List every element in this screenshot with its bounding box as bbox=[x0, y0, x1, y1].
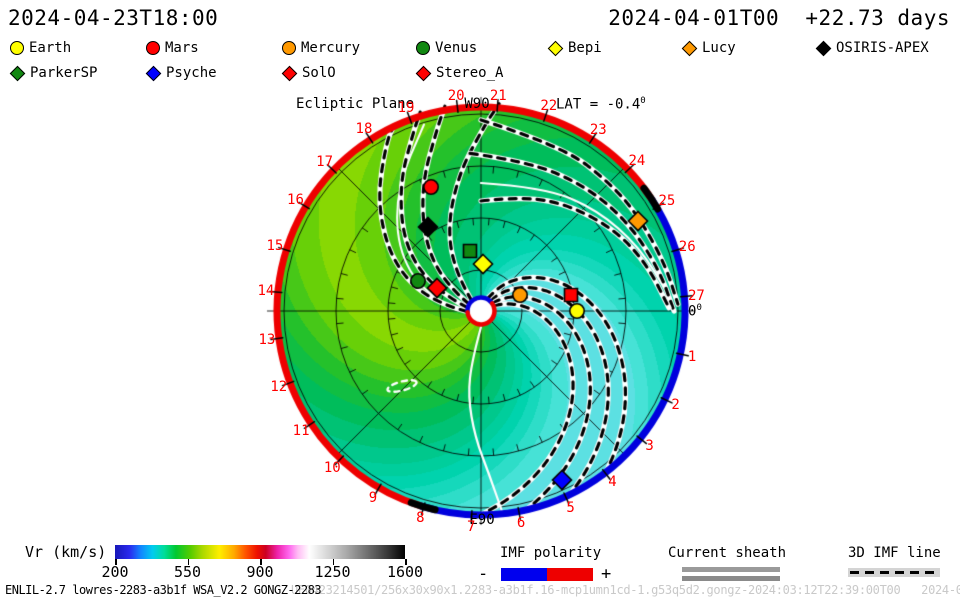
dial-number-13: 13 bbox=[258, 331, 276, 348]
colorbar-tick bbox=[187, 559, 189, 565]
dial-number-11: 11 bbox=[292, 422, 310, 439]
dial-number-6: 6 bbox=[516, 515, 526, 532]
venus-icon bbox=[416, 41, 430, 55]
vr-colorbar bbox=[115, 545, 405, 559]
legend-label-stereo-a: Stereo_A bbox=[436, 65, 504, 81]
dial-number-10: 10 bbox=[323, 459, 341, 476]
dial-number-16: 16 bbox=[287, 192, 304, 209]
dial-number-27: 27 bbox=[688, 287, 705, 304]
legend-label-solo: SolO bbox=[302, 65, 336, 81]
legend-label-earth: Earth bbox=[29, 40, 72, 56]
psyche-icon bbox=[145, 65, 162, 81]
legend-item-solo: SolO bbox=[281, 65, 336, 81]
dial-number-26: 26 bbox=[678, 238, 696, 255]
imf-positive-swatch bbox=[547, 568, 593, 581]
bepi-icon bbox=[547, 40, 564, 56]
colorbar-label: Vr (km/s) bbox=[25, 543, 107, 561]
dial-number-1: 1 bbox=[687, 348, 697, 365]
dial-number-5: 5 bbox=[566, 499, 575, 516]
dial-number-23: 23 bbox=[589, 121, 607, 138]
legend-item-venus: Venus bbox=[416, 40, 477, 56]
dial-number-4: 4 bbox=[608, 474, 617, 491]
legend-label-psyche: Psyche bbox=[166, 65, 217, 81]
mars-icon bbox=[146, 41, 160, 55]
run-start-elapsed: 2024-04-01T00 +22.73 days bbox=[608, 6, 950, 30]
snapshot-datetime: 2024-04-23T18:00 bbox=[8, 6, 219, 30]
dial-number-7: 7 bbox=[466, 518, 476, 535]
legend-item-psyche: Psyche bbox=[145, 65, 217, 81]
imf-polarity-title: IMF polarity bbox=[500, 545, 602, 561]
legend-item-parkersp: ParkerSP bbox=[9, 65, 98, 81]
osiris-apex-icon bbox=[815, 40, 832, 56]
colorbar-tick-label: 1600 bbox=[386, 563, 424, 581]
legend-item-lucy: Lucy bbox=[681, 40, 736, 56]
legend-label-parkersp: ParkerSP bbox=[30, 65, 98, 81]
mercury-icon bbox=[282, 41, 296, 55]
colorbar-tick-label: 550 bbox=[173, 563, 202, 581]
legend-item-bepi: Bepi bbox=[547, 40, 602, 56]
zero-longitude-label: 00 bbox=[688, 303, 702, 320]
legend-item-mars: Mars bbox=[146, 40, 199, 56]
imf3d-halo-swatch bbox=[848, 568, 940, 577]
colorbar-tick-label: 1250 bbox=[314, 563, 351, 581]
legend-label-venus: Venus bbox=[435, 40, 478, 56]
colorbar-tick bbox=[405, 559, 407, 565]
dial-number-3: 3 bbox=[645, 438, 654, 455]
lucy-icon bbox=[681, 40, 698, 56]
legend-label-mars: Mars bbox=[165, 40, 199, 56]
current-sheath-title: Current sheath bbox=[668, 545, 787, 561]
dial-number-12: 12 bbox=[270, 378, 288, 395]
latitude-label: LAT = -0.40 bbox=[556, 96, 646, 113]
colorbar-tick-label: 900 bbox=[246, 563, 274, 581]
current-sheath-line-2 bbox=[682, 576, 780, 581]
colorbar-tick bbox=[115, 559, 117, 565]
imf-negative-swatch bbox=[501, 568, 547, 581]
west-limb-label: W90 bbox=[464, 96, 490, 112]
legend-item-stereo-a: Stereo_A bbox=[415, 65, 504, 81]
legend-label-mercury: Mercury bbox=[301, 40, 361, 56]
imf-minus-sign: - bbox=[478, 564, 489, 584]
imf-plus-sign: + bbox=[601, 564, 612, 584]
dial-number-17: 17 bbox=[316, 154, 334, 171]
imf3d-title: 3D IMF line bbox=[848, 545, 941, 561]
dial-number-24: 24 bbox=[628, 153, 646, 170]
dial-number-14: 14 bbox=[257, 283, 275, 300]
dial-number-21: 21 bbox=[489, 87, 507, 104]
dial-number-8: 8 bbox=[416, 510, 425, 527]
run-id-text: UE0423214501/256x30x90x1.2283-a3b1f.16-m… bbox=[291, 583, 960, 597]
stereo-a-icon bbox=[415, 65, 432, 81]
dial-number-2: 2 bbox=[671, 396, 680, 413]
dial-number-22: 22 bbox=[540, 97, 558, 114]
parkersp-icon bbox=[9, 65, 26, 81]
legend-label-lucy: Lucy bbox=[702, 40, 736, 56]
colorbar-tick bbox=[332, 559, 334, 565]
dial-number-9: 9 bbox=[368, 490, 378, 507]
model-version-text: ENLIL-2.7 lowres-2283-a3b1f WSA_V2.2 GON… bbox=[5, 583, 322, 597]
legend-label-bepi: Bepi bbox=[568, 40, 602, 56]
legend-item-earth: Earth bbox=[10, 40, 71, 56]
dial-number-15: 15 bbox=[266, 238, 284, 255]
dial-number-25: 25 bbox=[658, 193, 676, 210]
colorbar-tick bbox=[260, 559, 262, 565]
colorbar-tick-label: 200 bbox=[101, 563, 129, 581]
east-limb-label: E90 bbox=[469, 512, 495, 528]
legend-item-osiris-apex: OSIRIS-APEX bbox=[815, 40, 929, 56]
dial-number-20: 20 bbox=[447, 88, 465, 105]
solo-icon bbox=[281, 65, 298, 81]
legend-item-mercury: Mercury bbox=[282, 40, 360, 56]
plot-title: Ecliptic Plane bbox=[296, 96, 415, 112]
dial-number-19: 19 bbox=[397, 100, 415, 117]
legend-label-osiris-apex: OSIRIS-APEX bbox=[836, 40, 929, 56]
imf3d-dash-swatch bbox=[850, 571, 938, 574]
current-sheath-line-1 bbox=[682, 567, 780, 572]
dial-number-18: 18 bbox=[355, 121, 373, 138]
earth-icon bbox=[10, 41, 24, 55]
